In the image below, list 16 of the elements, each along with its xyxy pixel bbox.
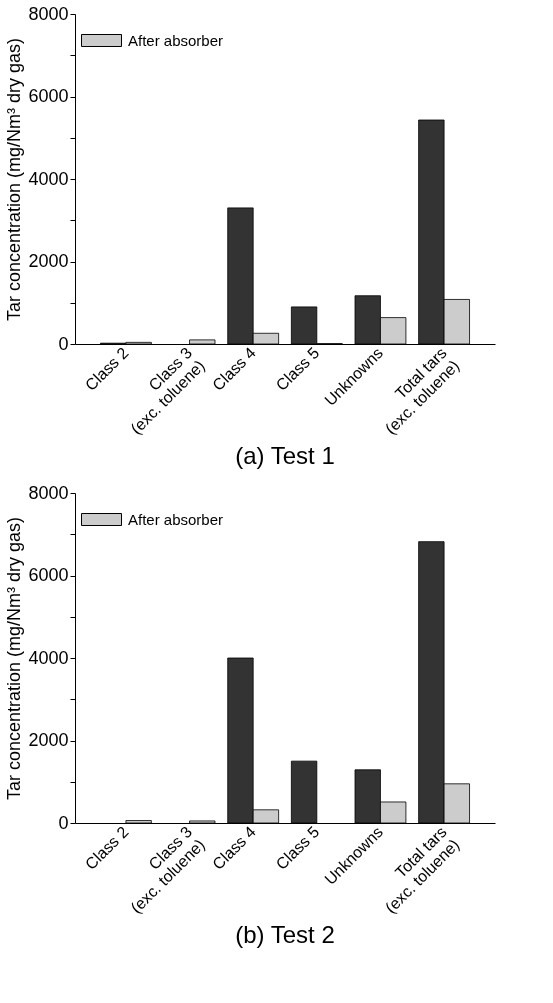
y-tick-label: 2000 <box>28 251 69 271</box>
y-tick-label: 0 <box>58 333 69 354</box>
legend-label: After absorber <box>128 31 224 49</box>
y-tick-label: 4000 <box>28 168 69 189</box>
y-axis-title: Tar concentration (mg/Nm³ dry gas) <box>4 37 25 322</box>
text: (b) Test 2 <box>235 920 335 948</box>
y-tick-label: 8000 <box>28 482 69 503</box>
y-axis-title: Tar concentration (mg/Nm³ dry gas) <box>4 516 25 801</box>
text: (a) Test 1 <box>235 441 335 469</box>
y-tick-label: 4000 <box>28 647 69 668</box>
legend-label: After absorber <box>128 510 224 528</box>
y-tick-label: 6000 <box>28 565 69 585</box>
y-tick-label: 8000 <box>28 3 69 24</box>
y-tick-label: 0 <box>58 812 69 833</box>
y-tick-label: 6000 <box>28 86 69 106</box>
y-tick-label: 2000 <box>28 730 69 750</box>
